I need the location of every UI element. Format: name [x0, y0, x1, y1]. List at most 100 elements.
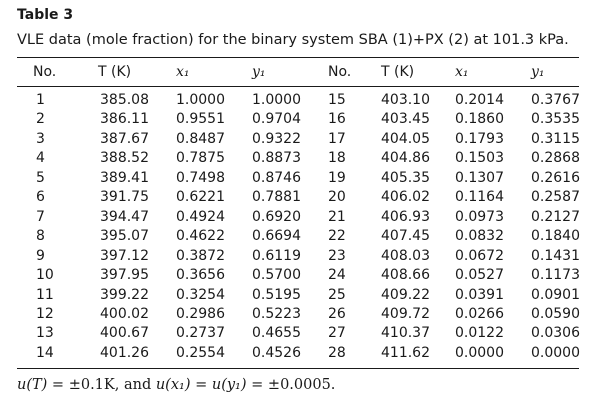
cell-no: 1: [36, 92, 45, 108]
cell-y1: 0.3115: [531, 130, 580, 147]
cell-y1: 0.3767: [531, 92, 580, 108]
cell-no: 9: [36, 247, 45, 264]
footnote-u-y1: u(y₁): [211, 377, 247, 393]
cell-x1: 0.2014: [455, 92, 504, 108]
cell-no: 17: [328, 130, 346, 147]
cell-no: 6: [36, 189, 45, 206]
cell-x1: 0.6221: [176, 189, 225, 206]
cell-x1: 0.8487: [176, 130, 225, 147]
cell-x1: 0.0122: [455, 325, 504, 342]
cell-y1: 0.1173: [531, 267, 580, 284]
cell-x1: 0.3254: [176, 286, 225, 303]
cell-y1: 0.8746: [252, 169, 301, 186]
cell-t: 400.67: [100, 325, 149, 342]
cell-t: 406.02: [381, 189, 430, 206]
cell-y1: 0.2616: [531, 169, 580, 186]
cell-t: 410.37: [381, 325, 430, 342]
cell-x1: 0.4924: [176, 208, 225, 225]
cell-t: 404.05: [381, 130, 430, 147]
cell-x1: 0.7498: [176, 169, 225, 186]
footnote-text-1: = ±0.1K, and: [47, 377, 156, 393]
cell-x1: 0.2986: [176, 305, 225, 322]
cell-t: 409.72: [381, 305, 430, 322]
cell-x1: 0.1793: [455, 130, 504, 147]
cell-x1: 0.0527: [455, 267, 504, 284]
cell-no: 11: [36, 286, 54, 303]
cell-t: 406.93: [381, 208, 430, 225]
header-no-2: No.: [328, 64, 352, 80]
cell-y1: 0.8873: [252, 150, 301, 167]
cell-y1: 0.9704: [252, 111, 301, 128]
cell-no: 25: [328, 286, 346, 303]
cell-x1: 0.1503: [455, 150, 504, 167]
cell-no: 27: [328, 325, 346, 342]
cell-no: 22: [328, 228, 346, 245]
cell-x1: 0.9551: [176, 111, 225, 128]
cell-x1: 0.4622: [176, 228, 225, 245]
cell-x1: 0.7875: [176, 150, 225, 167]
cell-y1: 0.6694: [252, 228, 301, 245]
cell-x1: 0.1860: [455, 111, 504, 128]
header-t-2: T (K): [381, 64, 415, 80]
cell-x1: 0.2737: [176, 325, 225, 342]
table-bottom-rule: [17, 368, 579, 369]
cell-y1: 1.0000: [252, 92, 301, 108]
cell-y1: 0.5195: [252, 286, 301, 303]
cell-no: 21: [328, 208, 346, 225]
cell-y1: 0.7881: [252, 189, 301, 206]
cell-no: 8: [36, 228, 45, 245]
cell-no: 14: [36, 344, 54, 361]
cell-no: 19: [328, 169, 346, 186]
cell-no: 2: [36, 111, 45, 128]
cell-x1: 0.2554: [176, 344, 225, 361]
cell-t: 385.08: [100, 92, 149, 108]
cell-t: 397.12: [100, 247, 149, 264]
cell-no: 7: [36, 208, 45, 225]
cell-y1: 0.9322: [252, 130, 301, 147]
cell-no: 24: [328, 267, 346, 284]
cell-y1: 0.5223: [252, 305, 301, 322]
cell-t: 409.22: [381, 286, 430, 303]
cell-t: 403.45: [381, 111, 430, 128]
cell-no: 16: [328, 111, 346, 128]
cell-y1: 0.0901: [531, 286, 580, 303]
cell-t: 408.03: [381, 247, 430, 264]
cell-y1: 0.6119: [252, 247, 301, 264]
cell-x1: 0.1164: [455, 189, 504, 206]
cell-no: 5: [36, 169, 45, 186]
cell-t: 394.47: [100, 208, 149, 225]
cell-no: 26: [328, 305, 346, 322]
cell-y1: 0.1431: [531, 247, 580, 264]
header-no: No.: [33, 64, 57, 80]
header-x1: x₁: [176, 64, 190, 80]
cell-t: 397.95: [100, 267, 149, 284]
cell-t: 386.11: [100, 111, 149, 128]
cell-no: 3: [36, 130, 45, 147]
cell-y1: 0.2587: [531, 189, 580, 206]
cell-no: 13: [36, 325, 54, 342]
cell-x1: 0.3656: [176, 267, 225, 284]
cell-y1: 0.2868: [531, 150, 580, 167]
cell-t: 411.62: [381, 344, 430, 361]
cell-t: 408.66: [381, 267, 430, 284]
cell-t: 405.35: [381, 169, 430, 186]
cell-t: 403.10: [381, 92, 430, 108]
cell-no: 18: [328, 150, 346, 167]
footnote-u-t: u(T): [17, 377, 48, 393]
cell-y1: 0.1840: [531, 228, 580, 245]
cell-t: 400.02: [100, 305, 149, 322]
cell-no: 10: [36, 267, 54, 284]
cell-t: 401.26: [100, 344, 149, 361]
cell-no: 23: [328, 247, 346, 264]
cell-t: 389.41: [100, 169, 149, 186]
cell-y1: 0.3535: [531, 111, 580, 128]
cell-y1: 0.2127: [531, 208, 580, 225]
cell-t: 404.86: [381, 150, 430, 167]
header-y1: y₁: [252, 64, 266, 80]
cell-x1: 0.3872: [176, 247, 225, 264]
cell-no: 4: [36, 150, 45, 167]
cell-y1: 0.4526: [252, 344, 301, 361]
header-y1-2: y₁: [531, 64, 545, 80]
footnote-text-2: = ±0.0005.: [246, 377, 336, 393]
table-top-rule: [17, 57, 579, 58]
